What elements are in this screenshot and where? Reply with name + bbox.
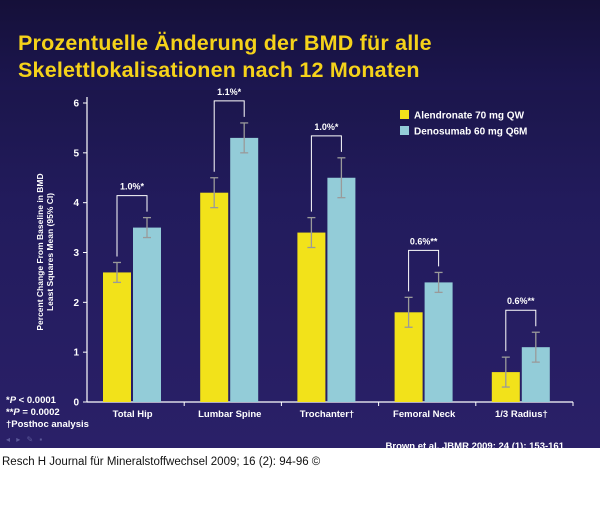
bmd-bar-chart: 0 1 2 3 4 5 6 Percent Change From Baseline in B…	[35, 87, 550, 420]
footnote-p-0001: *P < 0.0001	[6, 395, 56, 406]
y-axis-label: Percent Change From Baseline in BMDLeast…	[35, 173, 55, 330]
bar-denosumab	[230, 137, 259, 402]
citation: Brown et al. JBMR 2009; 24 (1): 153-161	[385, 441, 564, 452]
bar-denosumab	[424, 282, 453, 402]
bar-alendronate	[297, 232, 326, 402]
title-band: Prozentuelle Änderung der BMD für alle S…	[0, 0, 600, 90]
x-tick-label: 1/3 Radius†	[495, 409, 548, 420]
footnote-p-0002: **P = 0.0002	[6, 407, 60, 418]
x-tick-label: Total Hip	[113, 409, 153, 420]
bar-denosumab	[327, 177, 356, 402]
x-tick-label: Trochanter†	[300, 409, 354, 420]
y-tick-label: 4	[73, 198, 79, 209]
legend-swatch-alendronate	[400, 110, 409, 119]
legend-label-alendronate: Alendronate 70 mg QW	[414, 111, 525, 122]
slide-title: Prozentuelle Änderung der BMD für alle S…	[18, 30, 588, 84]
y-tick-label: 5	[73, 148, 79, 159]
figure-caption: Resch H Journal für Mineralstoffwechsel …	[2, 456, 321, 468]
difference-label: 0.6%**	[507, 296, 535, 306]
title-line-2: Skelettlokalisationen nach 12 Monaten	[18, 58, 420, 82]
y-tick-label: 0	[73, 398, 79, 409]
y-tick-label: 3	[73, 248, 79, 259]
y-tick-label: 6	[73, 99, 79, 110]
slide-nav-icons[interactable]: ◂ ▸ ✎ ▪	[6, 435, 45, 444]
difference-label: 0.6%**	[410, 236, 438, 246]
y-tick-label: 1	[73, 348, 79, 359]
bar-alendronate	[200, 192, 229, 402]
bar-alendronate	[103, 272, 131, 402]
difference-bracket	[505, 309, 537, 352]
footnotes: *P < 0.0001 **P = 0.0002 †Posthoc analys…	[6, 395, 89, 431]
difference-bracket	[310, 135, 342, 212]
difference-label: 1.0%*	[314, 122, 339, 132]
slide-background: Prozentuelle Änderung der BMD für alle S…	[0, 0, 600, 448]
x-tick-label: Femoral Neck	[393, 409, 456, 420]
y-axis-label-line-2: Least Squares Mean (95% CI)	[45, 193, 55, 311]
difference-bracket	[213, 100, 245, 172]
title-line-1: Prozentuelle Änderung der BMD für alle	[18, 31, 432, 55]
difference-bracket	[116, 195, 148, 257]
bar-denosumab	[133, 227, 161, 402]
legend-label-denosumab: Denosumab 60 mg Q6M	[414, 127, 527, 138]
difference-label: 1.1%*	[217, 87, 242, 97]
difference-label: 1.0%*	[120, 182, 145, 192]
y-tick-label: 2	[73, 298, 79, 309]
footnote-posthoc: †Posthoc analysis	[6, 419, 89, 430]
legend-swatch-denosumab	[400, 126, 409, 135]
y-axis-label-line-1: Percent Change From Baseline in BMD	[35, 173, 45, 330]
x-tick-label: Lumbar Spine	[198, 409, 261, 420]
difference-bracket	[408, 249, 440, 292]
